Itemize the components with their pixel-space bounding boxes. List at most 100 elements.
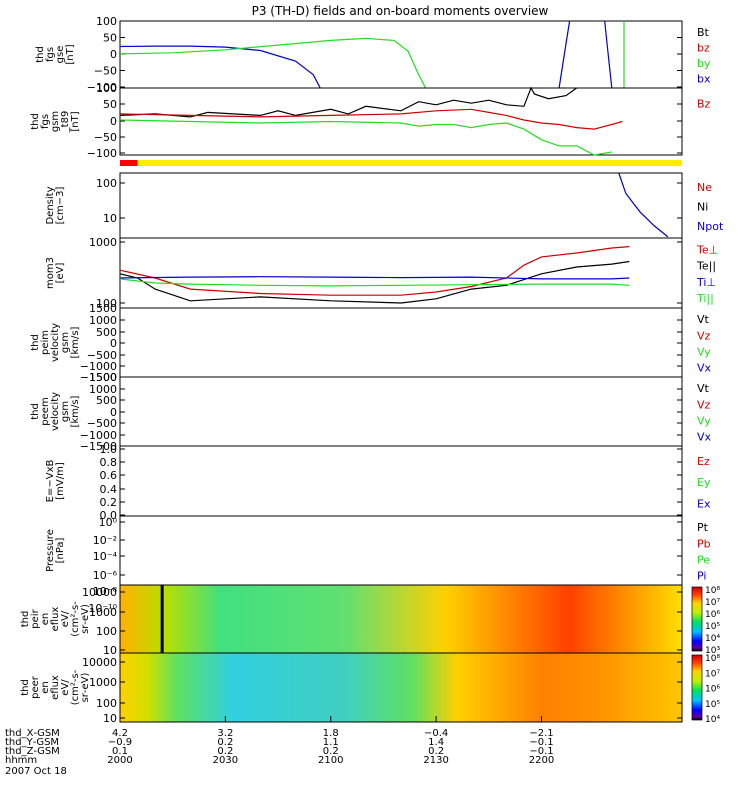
colorbar-tick-label: 10⁶ (705, 685, 720, 695)
series-line (558, 20, 571, 89)
legend-label: Ex (697, 497, 711, 510)
y-tick-label: 0.4 (100, 483, 118, 496)
x-tick-label: 1.4 (428, 737, 444, 748)
y-tick-label: 100 (96, 15, 117, 28)
panel-frame (119, 445, 683, 517)
y-tick-label: 0 (110, 115, 117, 128)
x-tick-label: −0.1 (529, 746, 553, 757)
y-tick-label: 0.6 (100, 469, 118, 482)
plot-title: P3 (TH-D) fields and on-board moments ov… (252, 4, 549, 18)
y-tick-label: 0.8 (100, 456, 118, 469)
panel-fgs-gsm: 100 50 0 −50 −100 thdfgsgsm_t89[nT] Bz (30, 82, 711, 160)
y-tick-label: −1500 (80, 440, 117, 453)
legend-label: Ni (697, 200, 708, 213)
legend-label: Bz (697, 97, 711, 110)
y-tick-label: −100 (87, 81, 117, 94)
legend-label: Pt (697, 521, 709, 534)
series-line (119, 108, 623, 130)
legend-label: Vx (697, 361, 712, 374)
colorbar-tick-label: 10⁴ (705, 715, 720, 725)
x-tick-label: 2100 (318, 755, 343, 766)
y-tick-label: 10 (103, 212, 117, 225)
y-axis-label: thdpeemvelocitygsm[km/s] (30, 392, 81, 431)
colorbar-tick-label: 10⁶ (705, 610, 720, 620)
panel-frame (119, 515, 683, 586)
y-tick-label: 100 (96, 82, 117, 95)
y-axis-label: thdfgsgse[nT] (35, 44, 76, 64)
legend-label: Pe (697, 553, 710, 566)
colorbar-tick-label: 10⁵ (705, 700, 720, 710)
y-axis-label: E=−VxB[mV/m] (45, 460, 66, 503)
x-row-label: 2007 Oct 18 (5, 766, 67, 777)
legend-label: Npot (697, 220, 724, 233)
legend-label: Te|| (696, 260, 716, 273)
series-line (119, 276, 630, 280)
panel-peer-en-eflux: 10⁸ 10⁷ 10⁶ 10⁵ 10⁴ 10000 1000 100 10 thdpeerenef… (20, 652, 720, 725)
y-tick-label: 10⁻⁶ (93, 569, 118, 582)
y-tick-label: 1000 (89, 606, 117, 619)
panel-fgs-gse: 100 50 0 −50 −100 thdfgsgse[nT] Bt bz by bx (35, 15, 711, 94)
legend-label: Vt (697, 382, 710, 395)
colorbar-tick-label: 10³ (705, 646, 720, 656)
y-tick-label: 0 (110, 48, 117, 61)
colorbar-tick-label: 10⁸ (705, 586, 720, 596)
panel-moms-temp: 1000 100 mom3[eV] Te⊥ Te|| Ti⊥ Ti|| (45, 236, 718, 310)
colorbar-tick-label: 10⁵ (705, 622, 720, 632)
legend-label: Bt (697, 26, 710, 39)
series-line (119, 37, 427, 89)
legend-label: Vy (697, 345, 711, 358)
legend-label: Ey (697, 476, 711, 489)
y-tick-label: 100 (96, 177, 117, 190)
legend-label: Vz (697, 398, 711, 411)
panel-density: 100 10 Density[cm−3] Ne Ni Npot (45, 172, 724, 239)
colorbar-tick-label: 10⁴ (705, 634, 720, 644)
legend-label: Ne (697, 181, 712, 194)
y-tick-label: −1000 (80, 429, 117, 442)
x-tick-label: −0.1 (529, 737, 553, 748)
y-axis-label: Pressure[nPa] (45, 529, 66, 572)
panel-frame (119, 237, 683, 309)
series-line (119, 86, 577, 118)
series-line (119, 246, 630, 296)
x-tick-label: 0.1 (112, 746, 128, 757)
y-tick-label: 10⁻⁸ (93, 585, 118, 598)
y-tick-label: −1500 (80, 371, 117, 384)
x-tick-label: −0.4 (424, 728, 448, 739)
legend-label: Ti|| (696, 292, 714, 305)
status-bar-segment (120, 160, 138, 166)
series-line (119, 119, 612, 156)
y-axis-label: thdpeimvelocitygsm[km/s] (30, 323, 81, 362)
y-tick-label: 1000 (89, 236, 117, 249)
panel-frame (119, 652, 683, 723)
legend-label: bx (697, 73, 711, 86)
y-tick-label: 1000 (89, 383, 117, 396)
heatmap-peer-en-eflux (120, 653, 682, 722)
y-tick-label: 100 (96, 697, 117, 710)
x-tick-label: −0.9 (108, 737, 132, 748)
y-tick-label: 50 (103, 32, 117, 45)
y-tick-label: 0 (110, 406, 117, 419)
x-tick-label: 4.2 (112, 728, 128, 739)
y-tick-label: 1000 (89, 314, 117, 327)
y-tick-label: 1500 (89, 371, 117, 384)
y-axis-label: thdfgsgsm_t89[nT] (30, 111, 81, 134)
x-tick-label: 1.8 (323, 728, 339, 739)
y-tick-label: 1500 (89, 302, 117, 315)
legend-label: by (697, 57, 711, 70)
y-tick-label: 10 (103, 644, 117, 657)
colorbar-peir-en-eflux (691, 586, 703, 652)
y-tick-label: −500 (87, 417, 117, 430)
y-tick-label: 1000 (89, 676, 117, 689)
y-tick-label: 10⁻² (93, 534, 117, 547)
panel-peir-en-eflux: 10⁸ 10⁷ 10⁶ 10⁵ 10⁴ 10³ 10000 1000 100 10 thdpeire… (20, 584, 720, 657)
legend-label: Vz (697, 329, 711, 342)
x-tick-label: 0.2 (428, 746, 444, 757)
x-row-label: thd_Z‑GSM (5, 746, 60, 757)
colorbar-tick-label: 10⁸ (705, 654, 720, 664)
y-tick-label: −50 (94, 65, 117, 78)
y-tick-label: 0 (110, 337, 117, 350)
x-tick-label: 2000 (107, 755, 132, 766)
x-tick-label: 0.2 (323, 746, 339, 757)
